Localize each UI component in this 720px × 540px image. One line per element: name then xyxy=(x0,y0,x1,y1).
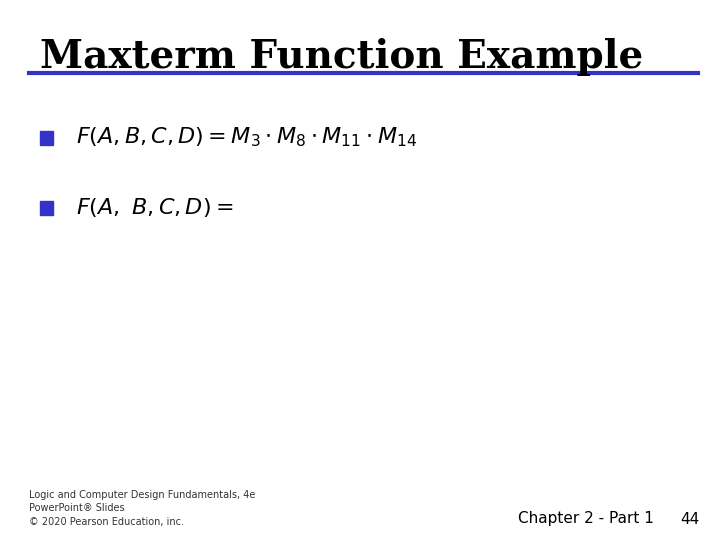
Text: Logic and Computer Design Fundamentals, 4e
PowerPoint® Slides
© 2020 Pearson Edu: Logic and Computer Design Fundamentals, … xyxy=(29,490,255,526)
Text: $F(A,\ B, C, D) =$: $F(A,\ B, C, D) =$ xyxy=(76,197,233,219)
Bar xyxy=(40,201,53,215)
Text: Maxterm Function Example: Maxterm Function Example xyxy=(40,38,643,76)
Text: 44: 44 xyxy=(680,511,700,526)
Text: $F(A, B, C, D) = M_3 \cdot M_8 \cdot M_{11} \cdot M_{14}$: $F(A, B, C, D) = M_3 \cdot M_8 \cdot M_{… xyxy=(76,126,417,150)
Text: Chapter 2 - Part 1: Chapter 2 - Part 1 xyxy=(518,511,654,526)
Bar xyxy=(40,131,53,145)
